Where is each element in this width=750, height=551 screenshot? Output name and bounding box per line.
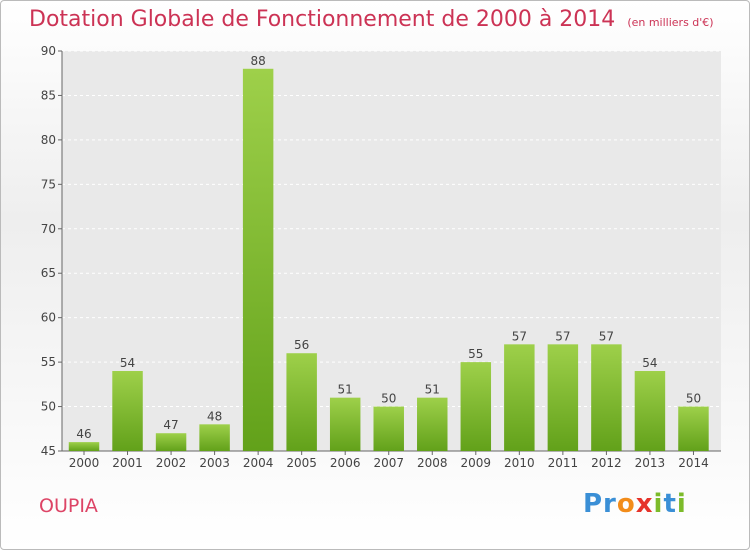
bar — [199, 424, 230, 451]
x-tick-label: 2008 — [417, 456, 448, 470]
bar — [634, 371, 666, 451]
bar-value-label: 57 — [512, 329, 527, 343]
x-tick-label: 2001 — [112, 456, 143, 470]
x-tick-label: 2013 — [635, 456, 666, 470]
x-tick-label: 2006 — [330, 456, 361, 470]
logo-part-2: o — [616, 489, 636, 519]
bar — [68, 442, 100, 451]
bar — [678, 406, 709, 451]
bar — [417, 397, 448, 451]
bar-value-label: 57 — [555, 329, 570, 343]
bar — [112, 371, 143, 451]
x-tick-label: 2014 — [678, 456, 709, 470]
y-tick-label: 60 — [41, 311, 56, 325]
logo-part-3: x — [635, 489, 654, 519]
commune-name: OUPIA — [39, 495, 98, 517]
x-tick-label: 2009 — [461, 456, 492, 470]
x-tick-label: 2003 — [199, 456, 230, 470]
y-tick-label: 45 — [41, 444, 56, 458]
x-tick-label: 2004 — [243, 456, 274, 470]
bar-value-label: 54 — [642, 356, 657, 370]
bar — [460, 362, 492, 451]
proxiti-logo: Proxiti — [583, 489, 687, 519]
y-tick-label: 55 — [41, 355, 56, 369]
bar — [242, 68, 274, 452]
bar-value-label: 50 — [381, 392, 396, 406]
y-tick-label: 90 — [41, 44, 56, 58]
logo-part-5: t — [663, 489, 677, 519]
x-tick-label: 2002 — [156, 456, 187, 470]
bar-value-label: 50 — [686, 392, 701, 406]
y-tick-label: 75 — [41, 177, 56, 191]
logo-part-1: Pr — [583, 489, 617, 519]
bar — [373, 406, 404, 451]
bar — [591, 344, 622, 451]
y-tick-label: 50 — [41, 400, 56, 414]
logo-part-6: i — [676, 489, 687, 519]
y-tick-label: 65 — [41, 266, 56, 280]
bar-value-label: 55 — [468, 347, 483, 361]
bar — [504, 344, 535, 451]
x-tick-label: 2011 — [548, 456, 579, 470]
bar-value-label: 57 — [599, 329, 614, 343]
chart-title: Dotation Globale de Fonctionnement de 20… — [29, 7, 714, 32]
bar-value-label: 88 — [250, 54, 265, 68]
x-tick-label: 2010 — [504, 456, 535, 470]
x-tick-label: 2000 — [69, 456, 100, 470]
x-tick-label: 2007 — [373, 456, 404, 470]
bar — [155, 433, 187, 451]
bar-value-label: 51 — [425, 383, 440, 397]
chart-subtitle: (en milliers d'€) — [627, 16, 714, 29]
y-tick-label: 70 — [41, 222, 56, 236]
bar-value-label: 47 — [163, 418, 178, 432]
bar — [329, 397, 361, 451]
bar — [286, 353, 317, 451]
bar-value-label: 46 — [76, 427, 91, 441]
x-tick-label: 2005 — [286, 456, 317, 470]
bar-value-label: 54 — [120, 356, 135, 370]
y-tick-label: 85 — [41, 88, 56, 102]
bar — [547, 344, 579, 451]
logo-part-4: i — [653, 489, 664, 519]
chart-title-text: Dotation Globale de Fonctionnement de 20… — [29, 7, 616, 32]
x-tick-label: 2012 — [591, 456, 622, 470]
bar-value-label: 48 — [207, 409, 222, 423]
y-tick-label: 80 — [41, 133, 56, 147]
bar-value-label: 56 — [294, 338, 309, 352]
bar-value-label: 51 — [338, 383, 353, 397]
